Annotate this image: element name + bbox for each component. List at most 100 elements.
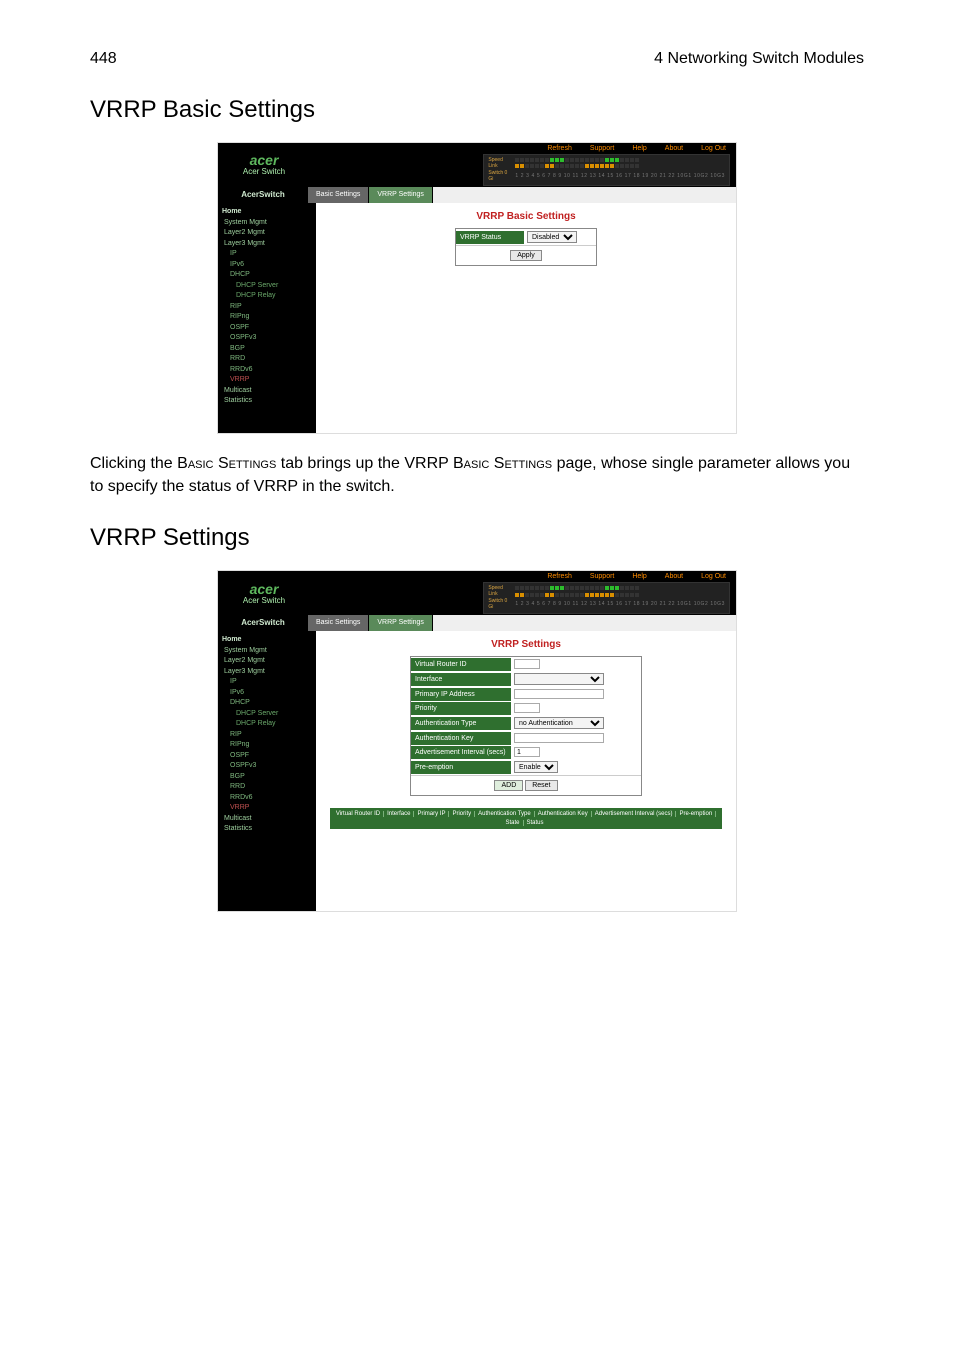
nav-ip[interactable]: IP xyxy=(222,249,312,260)
nav-ripng-2[interactable]: RIPng xyxy=(222,740,312,751)
section-title-2: VRRP Settings xyxy=(90,524,864,552)
label-priority: Priority xyxy=(411,702,511,715)
nav-ospfv3-2[interactable]: OSPFv3 xyxy=(222,761,312,772)
nav-ospfv3[interactable]: OSPFv3 xyxy=(222,333,312,344)
nav-statistics-2[interactable]: Statistics xyxy=(222,824,312,835)
label-vrrp-status: VRRP Status xyxy=(456,231,524,244)
nav-dhcp-relay-2[interactable]: DHCP Relay xyxy=(222,719,312,730)
nav-rrd-2[interactable]: RRD xyxy=(222,782,312,793)
nav-dhcp[interactable]: DHCP xyxy=(222,270,312,281)
col-state: State xyxy=(505,820,523,826)
nav-ospf[interactable]: OSPF xyxy=(222,323,312,334)
nav-rip-2[interactable]: RIP xyxy=(222,730,312,741)
link-about[interactable]: About xyxy=(665,145,683,152)
nav-dhcp-server[interactable]: DHCP Server xyxy=(222,281,312,292)
link-logout[interactable]: Log Out xyxy=(701,145,726,152)
nav-layer2-mgmt[interactable]: Layer2 Mgmt xyxy=(222,228,312,239)
nav-vrrp[interactable]: VRRP xyxy=(222,375,312,386)
tab-basic-settings[interactable]: Basic Settings xyxy=(308,187,369,203)
select-interface[interactable] xyxy=(514,673,604,685)
brand-subtitle-2: Acer Switch xyxy=(224,597,304,605)
nav-statistics[interactable]: Statistics xyxy=(222,396,312,407)
col-interface: Interface xyxy=(387,811,414,817)
nav-layer2-mgmt-2[interactable]: Layer2 Mgmt xyxy=(222,656,312,667)
brand: acer Acer Switch xyxy=(224,153,304,176)
brand-logo-2: acer xyxy=(224,582,304,597)
topbar: acer Acer Switch Refresh Support Help Ab… xyxy=(218,143,736,187)
vrrp-settings-form: Virtual Router ID Interface Primary IP A… xyxy=(410,656,642,796)
apply-button[interactable]: Apply xyxy=(510,250,542,261)
input-vrid[interactable] xyxy=(514,659,540,669)
link-help-2[interactable]: Help xyxy=(632,573,646,580)
select-vrrp-status[interactable]: Disabled xyxy=(527,231,577,243)
body1-sc1: Basic Settings xyxy=(177,455,276,472)
link-refresh[interactable]: Refresh xyxy=(547,145,572,152)
nav-dhcp-relay[interactable]: DHCP Relay xyxy=(222,291,312,302)
reset-button[interactable]: Reset xyxy=(525,780,557,791)
input-priority[interactable] xyxy=(514,703,540,713)
led-row-label: Switch 0 Gi xyxy=(488,170,512,183)
brand-subtitle: Acer Switch xyxy=(224,168,304,176)
brand-2: acer Acer Switch xyxy=(224,582,304,605)
nav-ipv6-2[interactable]: IPv6 xyxy=(222,688,312,699)
nav-rrd[interactable]: RRD xyxy=(222,354,312,365)
col-auth-key: Authentication Key xyxy=(538,811,592,817)
col-preemption: Pre-emption xyxy=(679,811,716,817)
nav-dhcp-2[interactable]: DHCP xyxy=(222,698,312,709)
nav-rip[interactable]: RIP xyxy=(222,302,312,313)
link-support[interactable]: Support xyxy=(590,145,615,152)
nav-rrdv6[interactable]: RRDv6 xyxy=(222,365,312,376)
add-button[interactable]: ADD xyxy=(494,780,523,791)
link-logout-2[interactable]: Log Out xyxy=(701,573,726,580)
link-refresh-2[interactable]: Refresh xyxy=(547,573,572,580)
nav-ospf-2[interactable]: OSPF xyxy=(222,751,312,762)
nav-system-mgmt-2[interactable]: System Mgmt xyxy=(222,646,312,657)
led-port-numbers: 1 2 3 4 5 6 7 8 9 10 11 12 13 14 15 16 1… xyxy=(515,173,725,180)
nav-ipv6[interactable]: IPv6 xyxy=(222,260,312,271)
link-help[interactable]: Help xyxy=(632,145,646,152)
link-support-2[interactable]: Support xyxy=(590,573,615,580)
nav-layer3-mgmt-2[interactable]: Layer3 Mgmt xyxy=(222,667,312,678)
nav-ripng[interactable]: RIPng xyxy=(222,312,312,323)
select-preemption[interactable]: Enable xyxy=(514,761,558,773)
device-label: AcerSwitch xyxy=(218,187,308,203)
link-about-2[interactable]: About xyxy=(665,573,683,580)
top-links: Refresh Support Help About Log Out xyxy=(547,145,730,152)
nav-home-2[interactable]: Home xyxy=(222,635,312,646)
input-adv-interval[interactable] xyxy=(514,747,540,757)
body-paragraph-1: Clicking the Basic Settings tab brings u… xyxy=(90,452,864,498)
nav-home[interactable]: Home xyxy=(222,207,312,218)
body1-mid: tab brings up the VRRP xyxy=(276,455,453,472)
label-interface: Interface xyxy=(411,673,511,686)
tabs: Basic Settings VRRP Settings xyxy=(308,187,736,203)
nav-ip-2[interactable]: IP xyxy=(222,677,312,688)
tab-filler-2 xyxy=(433,615,736,631)
input-primary-ip[interactable] xyxy=(514,689,604,699)
col-primary-ip: Primary IP xyxy=(417,811,449,817)
nav-dhcp-server-2[interactable]: DHCP Server xyxy=(222,709,312,720)
label-preemption: Pre-emption xyxy=(411,761,511,774)
brand-logo: acer xyxy=(224,153,304,168)
vrrp-basic-form: VRRP Status Disabled Apply xyxy=(455,228,597,266)
nav-vrrp-2[interactable]: VRRP xyxy=(222,803,312,814)
nav-system-mgmt[interactable]: System Mgmt xyxy=(222,218,312,229)
nav-rrdv6-2[interactable]: RRDv6 xyxy=(222,793,312,804)
col-adv-interval: Advertisement Interval (secs) xyxy=(595,811,677,817)
nav-bgp[interactable]: BGP xyxy=(222,344,312,355)
device-label-2: AcerSwitch xyxy=(218,615,308,631)
input-auth-key[interactable] xyxy=(514,733,604,743)
content-area-2: VRRP Settings Virtual Router ID Interfac… xyxy=(316,631,736,911)
col-priority: Priority xyxy=(452,811,475,817)
label-auth-type: Authentication Type xyxy=(411,717,511,730)
tabs-2: Basic Settings VRRP Settings xyxy=(308,615,736,631)
nav-multicast[interactable]: Multicast xyxy=(222,386,312,397)
tab-vrrp-settings[interactable]: VRRP Settings xyxy=(369,187,433,203)
tab-vrrp-settings-2[interactable]: VRRP Settings xyxy=(369,615,433,631)
section-title-1: VRRP Basic Settings xyxy=(90,96,864,124)
nav-bgp-2[interactable]: BGP xyxy=(222,772,312,783)
led-row-label-2: Switch 0 Gi xyxy=(488,598,512,611)
tab-basic-settings-2[interactable]: Basic Settings xyxy=(308,615,369,631)
select-auth-type[interactable]: no Authentication xyxy=(514,717,604,729)
nav-layer3-mgmt[interactable]: Layer3 Mgmt xyxy=(222,239,312,250)
nav-multicast-2[interactable]: Multicast xyxy=(222,814,312,825)
